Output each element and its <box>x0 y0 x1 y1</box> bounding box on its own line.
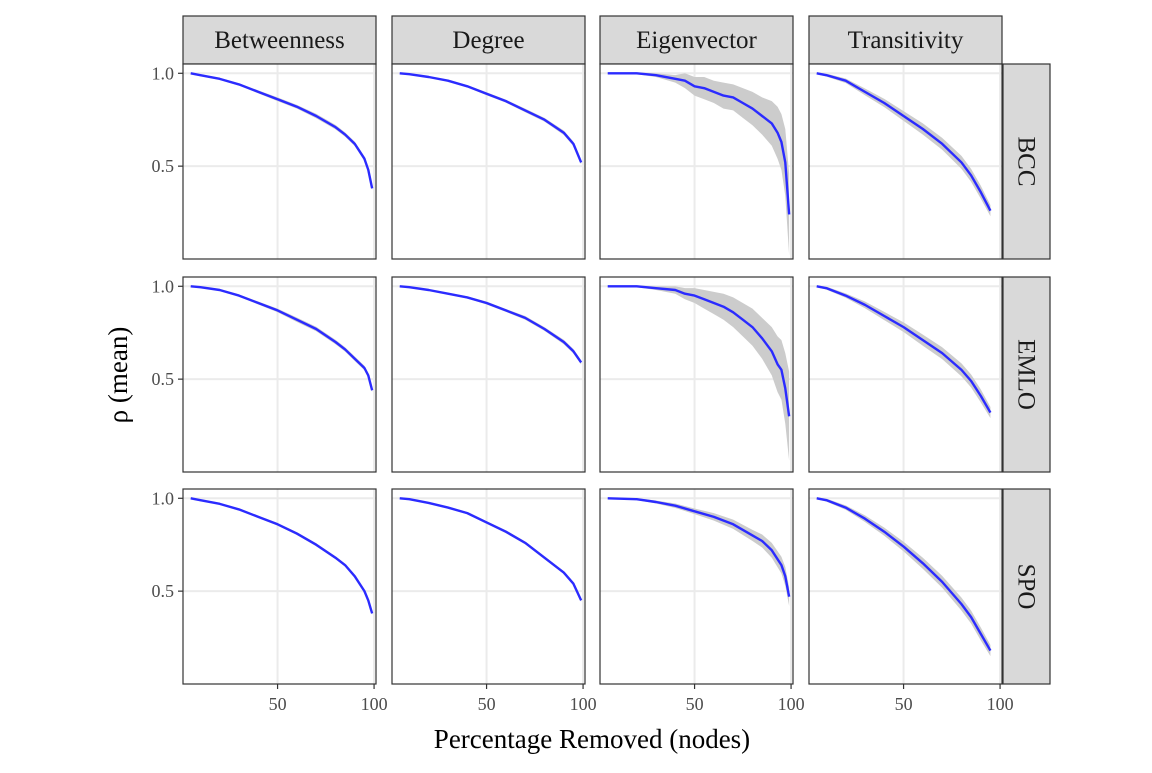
panel-bcc-transitivity-background <box>809 64 1002 259</box>
panel-emlo-betweenness-background <box>183 277 376 472</box>
panel-bcc-transitivity-mean-line <box>816 72 992 212</box>
panel-emlo-transitivity-background <box>809 277 1002 472</box>
row-strip-label-bcc: BCC <box>1013 136 1040 186</box>
panel-bcc-betweenness: 1.0 0.5 <box>152 63 377 260</box>
panel-spo-eigenvector-x-tick-label-0: 50 <box>686 694 704 714</box>
panel-spo-degree-x-tick-label-1: 100 <box>570 694 597 714</box>
panel-bcc-degree-background <box>392 64 585 259</box>
panel-spo-degree-border <box>391 488 586 685</box>
panel-bcc-degree-border <box>391 63 586 260</box>
panel-emlo-transitivity <box>808 276 1003 473</box>
panels-layer: Betweenness Degree Eigenvector Transitivity… <box>152 15 1051 714</box>
panel-emlo-betweenness-border <box>182 276 377 473</box>
panel-spo-eigenvector-mean-line <box>607 497 791 597</box>
panel-bcc-eigenvector <box>599 63 794 260</box>
panel-bcc-eigenvector-border <box>599 63 794 260</box>
panel-spo-transitivity: 50 100 <box>808 488 1014 714</box>
panel-spo-transitivity-mean-line <box>816 497 992 652</box>
panel-spo-transitivity-background <box>809 489 1002 684</box>
panel-spo-transitivity-x-tick-label-0: 50 <box>895 694 913 714</box>
panel-spo-betweenness-background <box>183 489 376 684</box>
panel-bcc-eigenvector-background <box>600 64 793 259</box>
column-strip-label-transitivity: Transitivity <box>848 27 964 54</box>
panel-emlo-eigenvector-border <box>599 276 794 473</box>
panel-emlo-betweenness: 1.0 0.5 <box>152 276 377 473</box>
panel-spo-eigenvector-x-tick-label-1: 100 <box>778 694 805 714</box>
column-strip-transitivity <box>808 15 1003 65</box>
panel-emlo-degree-border <box>391 276 586 473</box>
panel-emlo-degree-mean-line <box>399 285 583 364</box>
panel-bcc-degree <box>391 63 586 260</box>
panel-emlo-degree-background <box>392 277 585 472</box>
panel-spo-degree-mean-line <box>399 497 583 601</box>
panel-spo-betweenness-border <box>182 488 377 685</box>
panel-spo-betweenness: 1.0 0.5 50 100 <box>152 488 388 714</box>
panel-bcc-betweenness-mean-line <box>190 72 374 189</box>
row-strip-emlo <box>1002 276 1051 473</box>
panel-spo-betweenness-x-tick-label-1: 100 <box>361 694 388 714</box>
column-strip-label-degree: Degree <box>452 27 524 54</box>
panel-emlo-betweenness-y-tick-label-0: 1.0 <box>152 276 175 296</box>
panel-bcc-transitivity <box>808 63 1003 260</box>
panel-emlo-betweenness-mean-line <box>190 285 374 391</box>
panel-emlo-transitivity-mean-line <box>816 285 992 414</box>
panel-spo-eigenvector: 50 100 <box>599 488 805 714</box>
row-strip-bcc <box>1002 63 1051 260</box>
panel-bcc-betweenness-background <box>183 64 376 259</box>
panel-emlo-eigenvector <box>599 276 794 473</box>
column-strip-label-eigenvector: Eigenvector <box>636 27 757 54</box>
panel-bcc-betweenness-border <box>182 63 377 260</box>
panel-emlo-betweenness-y-tick-label-1: 0.5 <box>152 369 175 389</box>
panel-spo-transitivity-border <box>808 488 1003 685</box>
panel-spo-transitivity-x-tick-label-1: 100 <box>987 694 1014 714</box>
panel-spo-betweenness-mean-line <box>190 497 374 614</box>
column-strip-label-betweenness: Betweenness <box>214 27 345 54</box>
column-strip-degree <box>391 15 586 65</box>
panel-emlo-transitivity-border <box>808 276 1003 473</box>
panel-emlo-degree <box>391 276 586 473</box>
column-strip-betweenness <box>182 15 377 65</box>
panel-spo-eigenvector-border <box>599 488 794 685</box>
panel-spo-degree-background <box>392 489 585 684</box>
panel-bcc-betweenness-y-tick-label-1: 0.5 <box>152 156 175 176</box>
panel-emlo-eigenvector-mean-line <box>607 285 791 417</box>
y-axis-title: ρ (mean) <box>103 327 133 424</box>
panel-bcc-eigenvector-mean-line <box>607 72 791 215</box>
panel-spo-eigenvector-background <box>600 489 793 684</box>
panel-emlo-eigenvector-band <box>607 285 790 461</box>
panel-bcc-betweenness-y-tick-label-0: 1.0 <box>152 63 175 83</box>
panel-bcc-transitivity-border <box>808 63 1003 260</box>
row-strip-spo <box>1002 488 1051 685</box>
panel-bcc-eigenvector-band <box>607 72 790 256</box>
panel-spo-betweenness-x-tick-label-0: 50 <box>269 694 287 714</box>
row-strip-label-emlo: EMLO <box>1013 339 1040 410</box>
panel-bcc-degree-mean-line <box>399 72 583 163</box>
x-axis-title: Percentage Removed (nodes) <box>434 724 750 754</box>
column-strip-eigenvector <box>599 15 794 65</box>
panel-emlo-eigenvector-background <box>600 277 793 472</box>
panel-spo-degree: 50 100 <box>391 488 597 714</box>
panel-spo-betweenness-y-tick-label-0: 1.0 <box>152 488 175 508</box>
panel-spo-betweenness-y-tick-label-1: 0.5 <box>152 581 175 601</box>
panel-spo-degree-x-tick-label-0: 50 <box>478 694 496 714</box>
row-strip-label-spo: SPO <box>1013 564 1040 610</box>
